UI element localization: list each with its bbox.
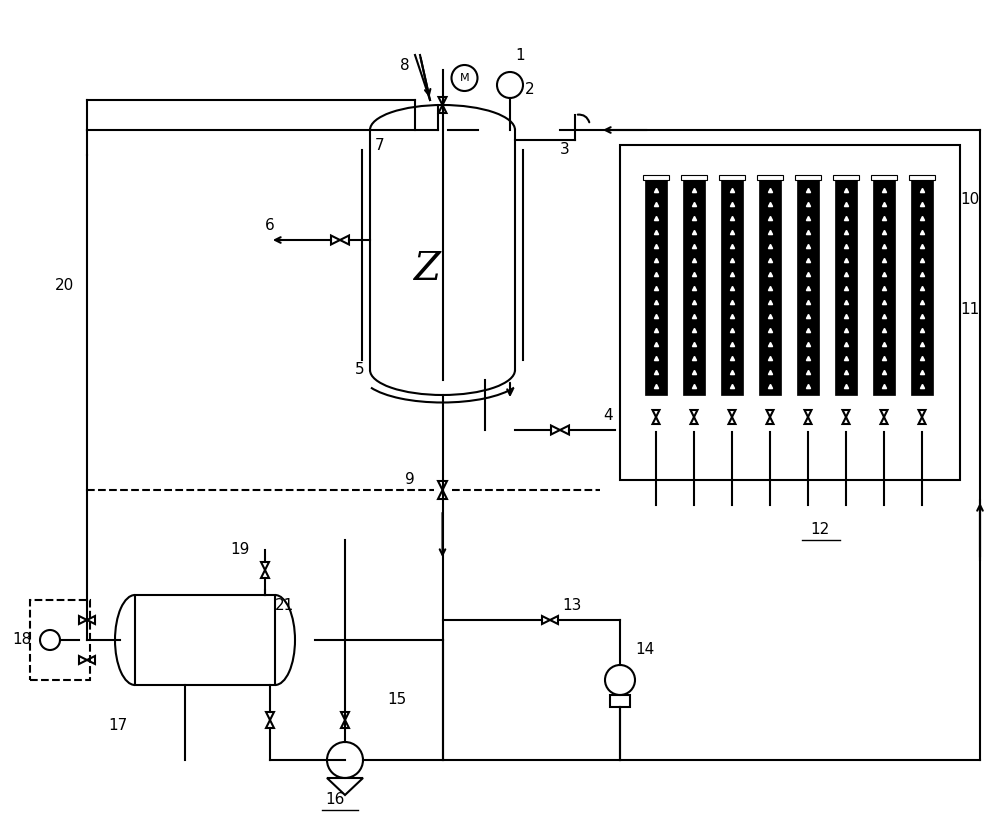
Text: 5: 5	[355, 362, 365, 377]
Text: 2: 2	[525, 83, 535, 98]
Bar	[833, 175, 859, 180]
Bar	[645, 175, 667, 395]
Text: 15: 15	[387, 692, 407, 707]
Text: 11: 11	[960, 302, 980, 317]
Text: 3: 3	[560, 143, 570, 158]
Bar	[719, 175, 745, 180]
Text: 7: 7	[375, 138, 385, 153]
Text: 12: 12	[810, 523, 830, 538]
Text: 16: 16	[325, 792, 345, 807]
Text: 21: 21	[275, 598, 295, 613]
Text: 9: 9	[405, 473, 415, 488]
Bar	[30, 600, 90, 680]
Text: 4: 4	[603, 407, 613, 423]
Text: 13: 13	[562, 598, 582, 613]
Bar	[643, 175, 669, 180]
Text: 20: 20	[55, 277, 75, 292]
Bar	[795, 175, 821, 180]
Bar	[871, 175, 897, 180]
Text: 14: 14	[635, 642, 655, 657]
Bar	[911, 175, 933, 395]
Bar	[835, 175, 857, 395]
Text: Z: Z	[414, 251, 441, 289]
Text: M: M	[460, 73, 469, 83]
Text: 18: 18	[12, 632, 32, 647]
Bar	[620, 145, 960, 480]
Bar	[909, 175, 935, 180]
Text: 6: 6	[265, 217, 275, 232]
Bar	[135, 595, 275, 685]
Text: 19: 19	[230, 543, 250, 558]
Text: 10: 10	[960, 193, 980, 208]
Bar	[681, 175, 707, 180]
Bar	[610, 695, 630, 707]
Text: 1: 1	[515, 48, 525, 63]
Bar	[757, 175, 783, 180]
Bar	[873, 175, 895, 395]
Bar	[797, 175, 819, 395]
Text: 8: 8	[400, 58, 410, 73]
Bar	[721, 175, 743, 395]
Bar	[683, 175, 705, 395]
Text: 17: 17	[108, 717, 128, 732]
Bar	[759, 175, 781, 395]
